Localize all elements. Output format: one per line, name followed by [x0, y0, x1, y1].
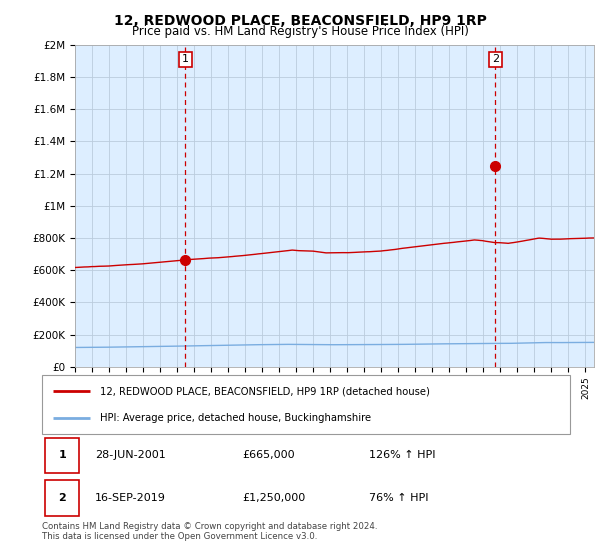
Text: 28-JUN-2001: 28-JUN-2001 [95, 450, 166, 460]
Text: 12, REDWOOD PLACE, BEACONSFIELD, HP9 1RP (detached house): 12, REDWOOD PLACE, BEACONSFIELD, HP9 1RP… [100, 386, 430, 396]
Text: 1: 1 [182, 54, 189, 64]
Text: 1: 1 [58, 450, 66, 460]
Text: 12, REDWOOD PLACE, BEACONSFIELD, HP9 1RP: 12, REDWOOD PLACE, BEACONSFIELD, HP9 1RP [113, 14, 487, 28]
Text: 2: 2 [492, 54, 499, 64]
Text: Contains HM Land Registry data © Crown copyright and database right 2024.
This d: Contains HM Land Registry data © Crown c… [42, 522, 377, 542]
Bar [44, 480, 79, 516]
Bar [44, 437, 79, 473]
Text: Price paid vs. HM Land Registry's House Price Index (HPI): Price paid vs. HM Land Registry's House … [131, 25, 469, 38]
Text: 76% ↑ HPI: 76% ↑ HPI [370, 493, 429, 503]
Text: £1,250,000: £1,250,000 [242, 493, 306, 503]
Text: 2: 2 [58, 493, 66, 503]
Text: 126% ↑ HPI: 126% ↑ HPI [370, 450, 436, 460]
Text: £665,000: £665,000 [242, 450, 295, 460]
Text: HPI: Average price, detached house, Buckinghamshire: HPI: Average price, detached house, Buck… [100, 413, 371, 423]
Text: 16-SEP-2019: 16-SEP-2019 [95, 493, 166, 503]
